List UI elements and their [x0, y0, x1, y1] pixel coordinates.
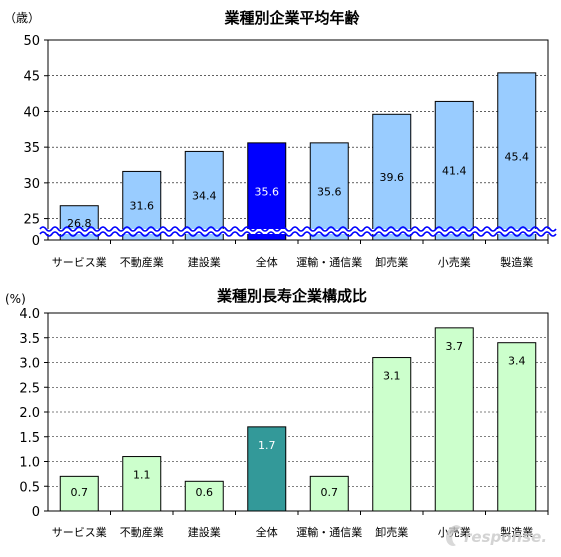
- bar: [59, 475, 99, 512]
- y-tick-label: 50: [23, 34, 40, 49]
- axis-break-line: [39, 226, 557, 232]
- y-tick-label: 0: [32, 505, 40, 520]
- x-tick-label: 不動産業: [120, 525, 164, 539]
- x-tick-label: 建設業: [188, 255, 221, 269]
- x-tick-label: 卸売業: [375, 525, 408, 539]
- x-tick-label: サービス業: [52, 256, 107, 269]
- x-tick-label: 全体: [256, 255, 278, 269]
- y-tick-label: 40: [23, 105, 40, 120]
- watermark: response.: [446, 525, 547, 546]
- x-tick-label: 不動産業: [120, 255, 164, 269]
- y-tick-label: 3.0: [19, 357, 40, 372]
- data-label: 31.6: [130, 200, 155, 213]
- chart-average-age: 業種別企業平均年齢 （歳） 0 25 30 35 40 45 50 26.8 サービス業 31.6…: [4, 9, 557, 269]
- bar: [122, 456, 162, 512]
- bar: [184, 480, 224, 512]
- y-axis-label: （歳）: [4, 11, 40, 25]
- x-tick-label: 小売業: [438, 256, 471, 269]
- watermark-text: response.: [464, 528, 547, 546]
- bar: [372, 113, 412, 241]
- y-tick-label: 0.5: [19, 480, 40, 495]
- data-label: 0.6: [196, 486, 214, 499]
- x-tick-label: 全体: [256, 525, 278, 539]
- x-tick-label: 運輸・通信業: [296, 255, 362, 269]
- x-tick-label: 製造業: [500, 255, 533, 269]
- bar: [59, 205, 99, 241]
- x-tick-label: 製造業: [500, 525, 533, 539]
- chart-title: 業種別企業平均年齢: [223, 9, 360, 27]
- x-tick-label: 小売業: [438, 526, 471, 539]
- x-tick-label: 卸売業: [375, 255, 408, 269]
- data-label: 3.1: [383, 370, 401, 383]
- bar: [309, 142, 349, 241]
- y-tick-label: 1.0: [19, 456, 40, 471]
- y-tick-label: 30: [23, 177, 40, 192]
- y-tick-label: 0: [32, 234, 40, 249]
- bar: [247, 142, 287, 241]
- data-label: 3.4: [508, 355, 526, 368]
- y-tick-label: 2.5: [19, 381, 40, 396]
- data-label: 0.7: [71, 486, 89, 499]
- y-tick-label: 35: [23, 141, 40, 156]
- data-label: 39.6: [380, 171, 405, 184]
- bar: [309, 475, 349, 512]
- x-tick-label: 建設業: [188, 525, 221, 539]
- bar: [434, 327, 474, 512]
- data-label: 3.7: [446, 340, 464, 353]
- y-tick-label: 3.5: [19, 332, 40, 347]
- y-axis-label: (%): [5, 292, 26, 306]
- bar: [434, 100, 474, 241]
- data-label: 0.7: [321, 486, 339, 499]
- watermark-logo-mark: [446, 525, 462, 546]
- data-label: 1.1: [133, 469, 151, 482]
- bar: [372, 357, 412, 512]
- y-tick-label: 2.0: [19, 406, 40, 421]
- data-label: 34.4: [192, 190, 217, 203]
- bar: [497, 342, 537, 512]
- data-label: 35.6: [255, 185, 280, 198]
- axis-break-line: [39, 231, 557, 237]
- y-tick-label: 45: [23, 70, 40, 85]
- bar: [184, 150, 224, 241]
- chart-long-lived-ratio: 業種別長寿企業構成比 (%) 0 0.5 1.0 1.5 2.0 2.5 3.0 3.5 4.0…: [5, 287, 549, 539]
- x-tick-label: 運輸・通信業: [296, 525, 362, 539]
- bar: [497, 72, 537, 241]
- chart-title: 業種別長寿企業構成比: [216, 287, 367, 305]
- data-label: 41.4: [442, 165, 467, 178]
- y-tick-label: 4.0: [19, 307, 40, 322]
- y-tick-label: 25: [23, 213, 40, 228]
- data-label: 45.4: [505, 150, 530, 163]
- bar: [247, 426, 287, 512]
- y-tick-label: 1.5: [19, 431, 40, 446]
- data-label: 1.7: [258, 439, 276, 452]
- data-label: 26.8: [67, 217, 92, 230]
- x-tick-label: サービス業: [52, 526, 107, 539]
- data-label: 35.6: [317, 185, 342, 198]
